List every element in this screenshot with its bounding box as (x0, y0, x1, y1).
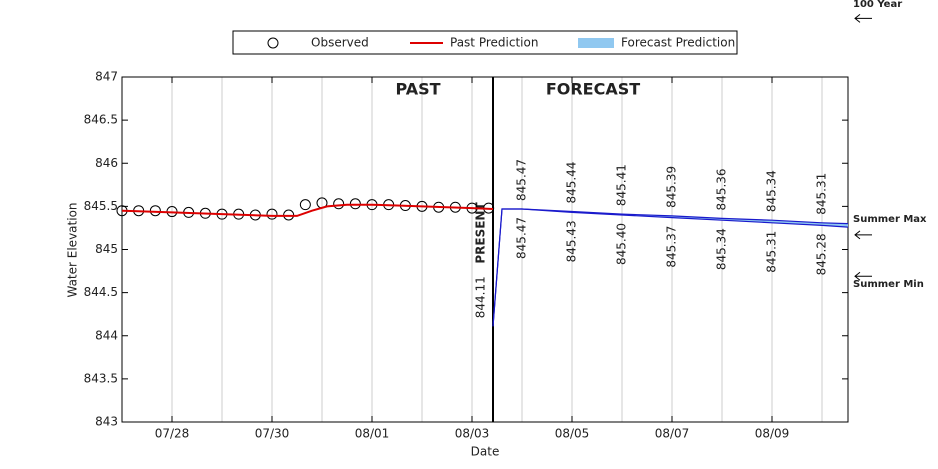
reference-label: Summer Min (853, 279, 924, 290)
y-tick-label: 846 (95, 156, 118, 170)
observed-point (266, 208, 278, 220)
value-label: 845.34 (715, 228, 729, 270)
value-label: 844.11 (474, 276, 488, 318)
y-tick-label: 845 (95, 242, 118, 256)
value-label: 845.36 (715, 168, 729, 210)
value-label: 845.28 (815, 233, 829, 275)
x-tick-label: 08/09 (755, 427, 790, 441)
past-prediction-line (121, 203, 494, 217)
y-tick-label: 846.5 (84, 113, 118, 127)
x-tick-label: 07/30 (255, 427, 290, 441)
value-label: 845.31 (815, 173, 829, 215)
legend: Observed Past Prediction Forecast Predicti… (232, 30, 738, 55)
present-label: PRESENT (474, 202, 488, 264)
legend-label: Past Prediction (450, 36, 538, 50)
y-tick-label: 843 (95, 415, 118, 429)
value-label: 845.39 (665, 166, 679, 208)
value-label: 845.41 (615, 164, 629, 206)
y-tick-label: 844 (95, 328, 118, 342)
x-tick-label: 08/05 (555, 427, 590, 441)
y-tick-label: 843.5 (84, 371, 118, 385)
value-label: 845.34 (765, 170, 779, 212)
reference-arrow (854, 271, 872, 281)
observed-point (299, 199, 311, 211)
y-axis-label: Water Elevation (66, 202, 80, 297)
value-label: 845.37 (665, 226, 679, 268)
x-tick-label: 08/01 (355, 427, 390, 441)
reference-arrow (854, 13, 872, 23)
legend-marker (267, 37, 279, 49)
reference-label: Summer Max (853, 214, 927, 225)
value-label: 845.44 (565, 162, 579, 204)
forecast-label: FORECAST (546, 80, 640, 99)
observed-point (149, 205, 161, 217)
past-label: PAST (395, 80, 440, 99)
value-label: 845.40 (615, 223, 629, 265)
legend-box (232, 30, 738, 55)
reference-arrow (854, 230, 872, 240)
value-label: 845.31 (765, 231, 779, 273)
legend-label: Observed (311, 36, 369, 50)
y-tick-label: 847 (95, 70, 118, 84)
value-label: 845.47 (515, 217, 529, 259)
forecast-lower-line (492, 208, 849, 327)
value-label: 845.43 (565, 220, 579, 262)
x-tick-label: 07/28 (155, 427, 190, 441)
x-tick-label: 08/03 (455, 427, 490, 441)
legend-patch (578, 38, 614, 48)
y-tick-label: 844.5 (84, 285, 118, 299)
observed-point (333, 198, 345, 210)
reference-label: 100 Year (853, 0, 902, 10)
x-axis-label: Date (471, 445, 500, 459)
y-tick-label: 845.5 (84, 199, 118, 213)
legend-label: Forecast Prediction (621, 36, 735, 50)
x-tick-label: 08/07 (655, 427, 690, 441)
value-label: 845.47 (515, 159, 529, 201)
